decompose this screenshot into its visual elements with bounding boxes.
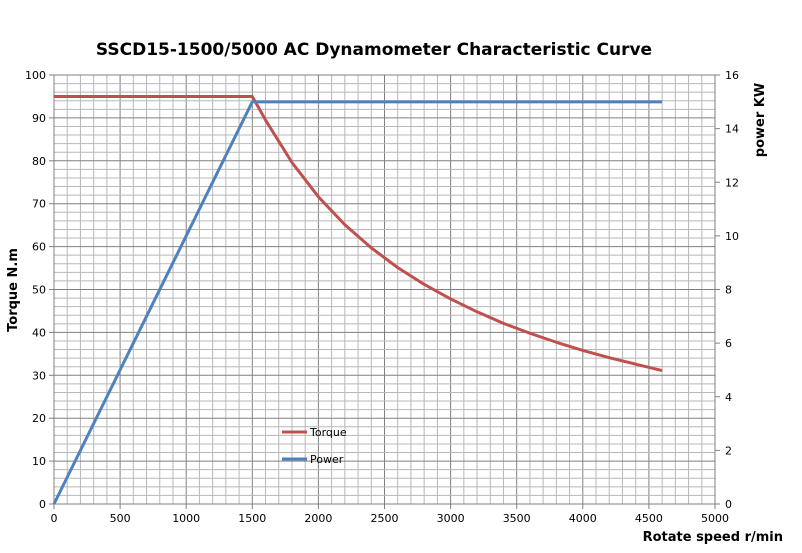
y-tick-label: 0 (39, 498, 46, 511)
y-axis-label: Torque N.m (6, 248, 21, 332)
x-tick-label: 5000 (701, 512, 729, 525)
legend-label-power: Power (310, 453, 344, 466)
y-tick-label: 60 (32, 241, 46, 254)
y-tick-label: 100 (25, 69, 46, 82)
y-tick-label: 50 (32, 284, 46, 297)
y2-tick-label: 10 (725, 230, 739, 243)
y2-tick-label: 14 (725, 123, 739, 136)
y2-tick-label: 12 (725, 176, 739, 189)
y-tick-label: 20 (32, 412, 46, 425)
y2-tick-label: 16 (725, 69, 739, 82)
y2-tick-label: 2 (725, 444, 732, 457)
y-tick-label: 90 (32, 112, 46, 125)
x-tick-label: 500 (110, 512, 131, 525)
x-tick-label: 4500 (635, 512, 663, 525)
y-tick-label: 10 (32, 455, 46, 468)
x-axis-label: Rotate speed r/min (643, 530, 783, 545)
x-tick-label: 1500 (238, 512, 266, 525)
y2-tick-label: 6 (725, 337, 732, 350)
x-tick-label: 2000 (304, 512, 332, 525)
legend-label-torque: Torque (309, 426, 347, 439)
x-tick-label: 4000 (569, 512, 597, 525)
power-series-line (52, 100, 663, 505)
x-tick-label: 3000 (437, 512, 465, 525)
y2-axis-label: power KW (753, 83, 768, 157)
x-tick-label: 0 (51, 512, 58, 525)
x-tick-label: 2500 (371, 512, 399, 525)
y-tick-label: 80 (32, 155, 46, 168)
torque-series-line (54, 94, 663, 373)
chart-title: SSCD15-1500/5000 AC Dynamometer Characte… (96, 40, 652, 60)
y2-tick-label: 0 (725, 498, 732, 511)
x-tick-label: 3500 (503, 512, 531, 525)
y-tick-label: 40 (32, 326, 46, 339)
x-tick-label: 1000 (172, 512, 200, 525)
y2-tick-label: 8 (725, 284, 732, 297)
y-tick-label: 70 (32, 198, 46, 211)
y-tick-label: 30 (32, 369, 46, 382)
y2-tick-label: 4 (725, 391, 732, 404)
